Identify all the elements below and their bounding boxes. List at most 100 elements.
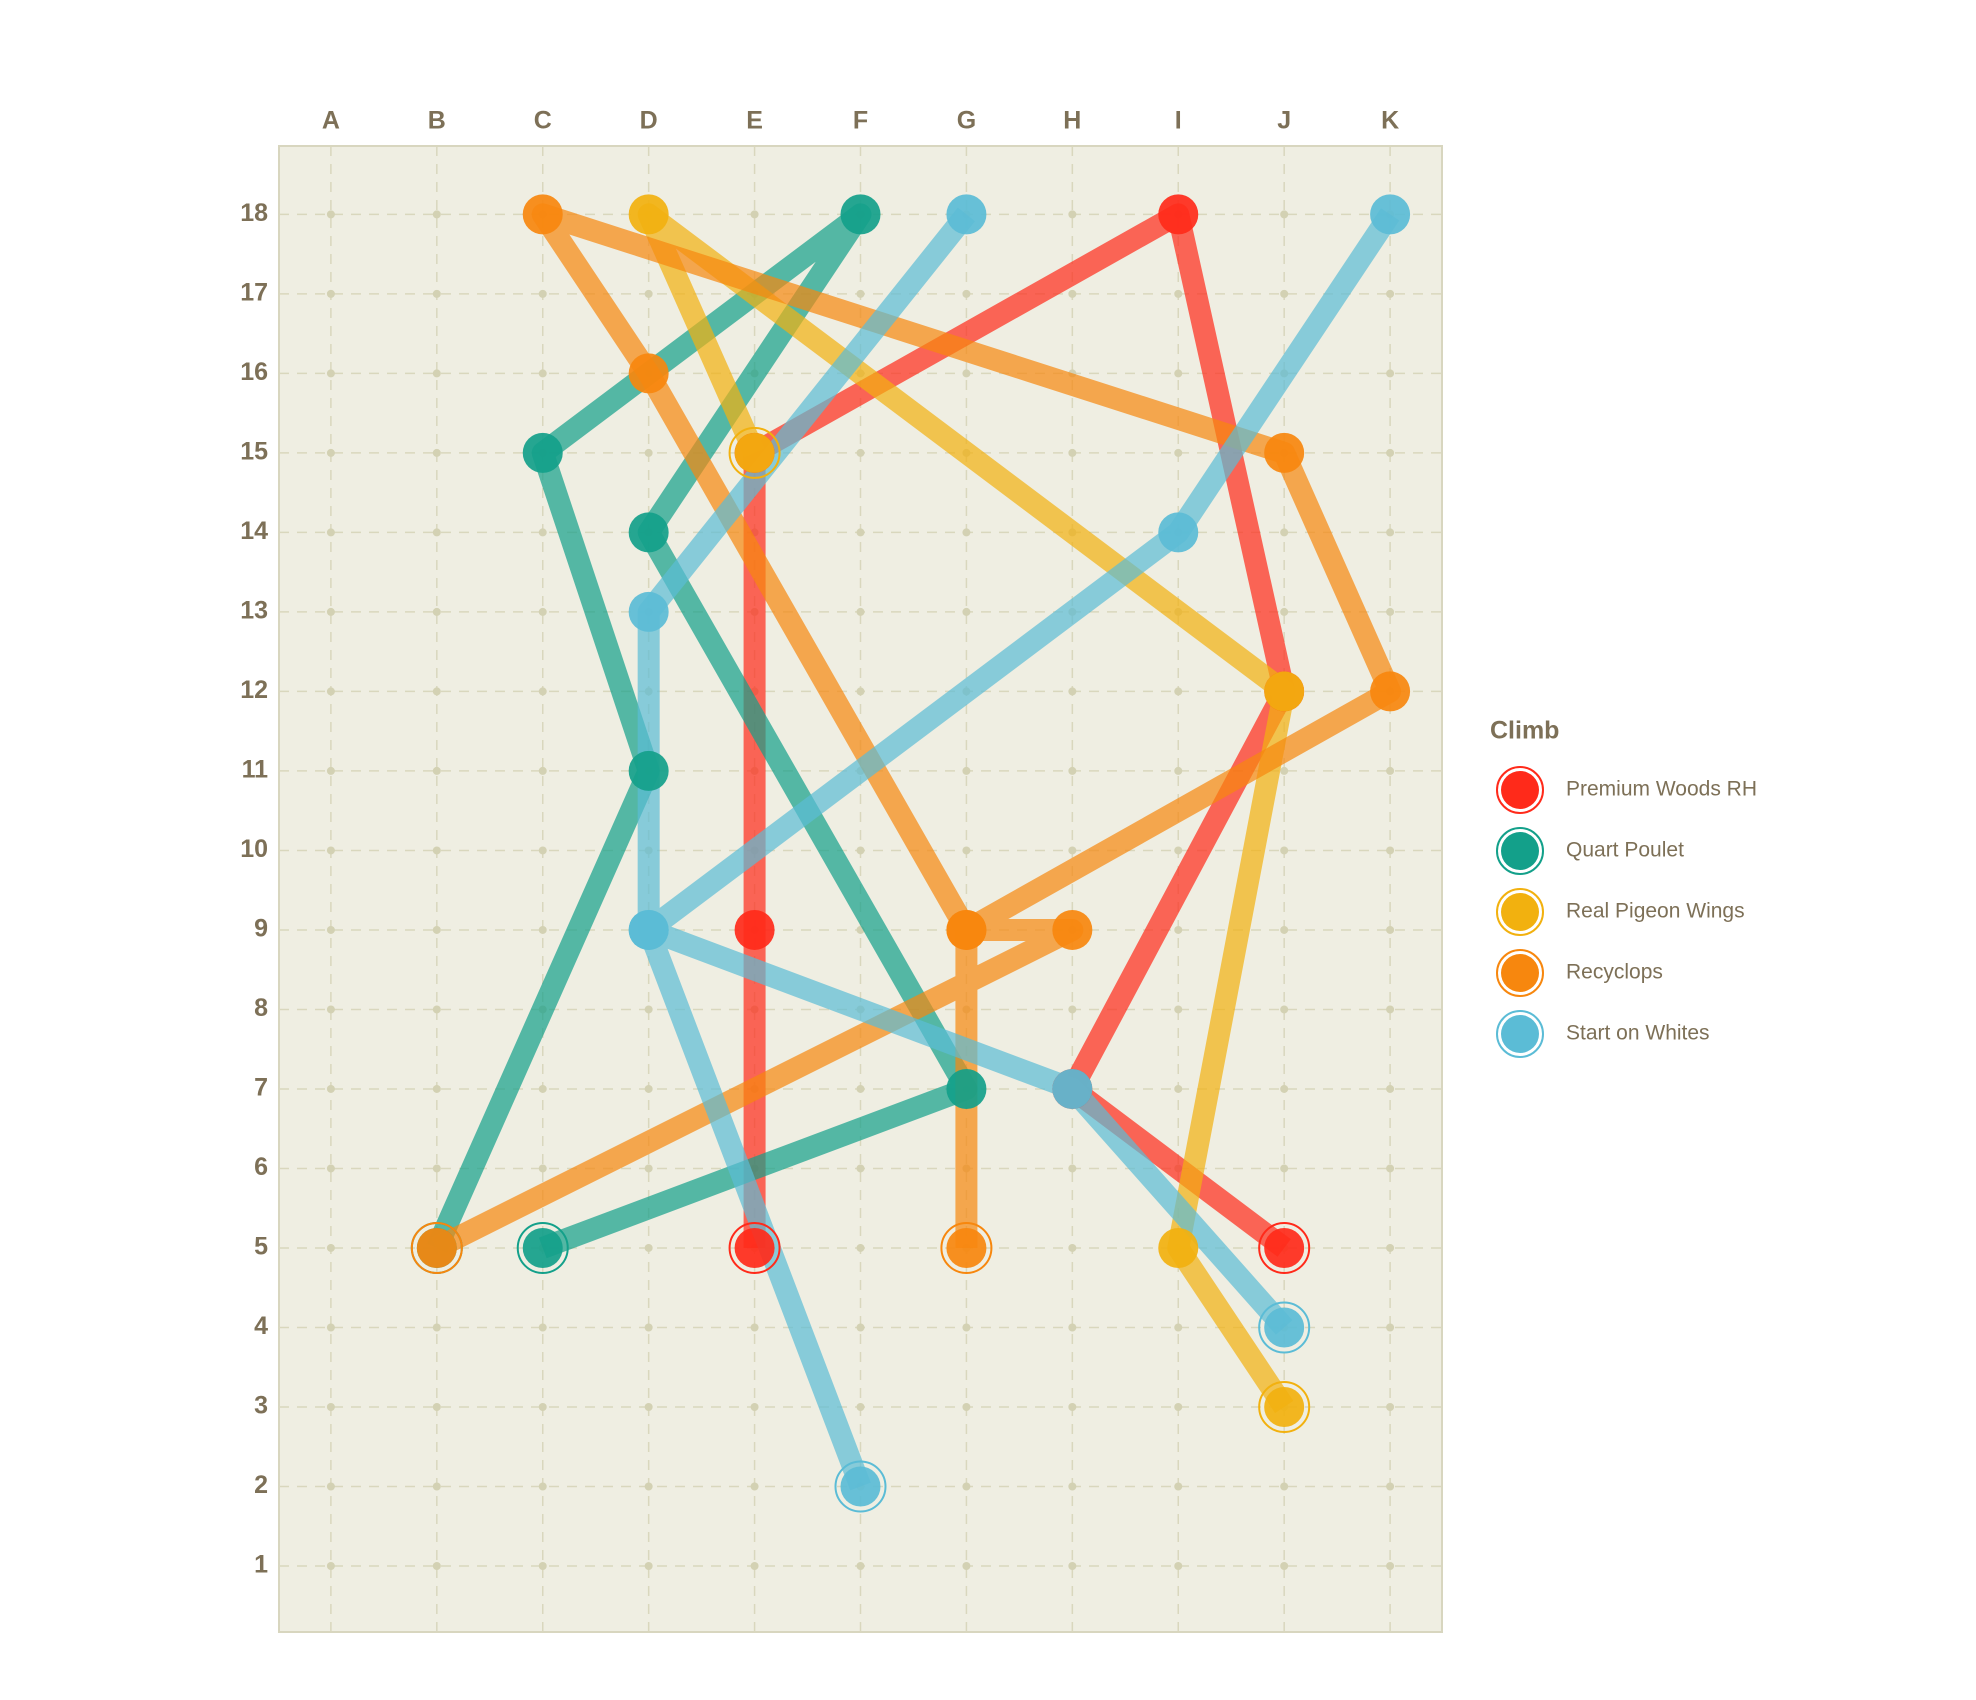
x-tick-label: E [746,107,763,135]
legend-ring [1496,827,1544,875]
grid-dot [432,607,441,616]
hold [628,353,669,394]
hold [840,194,881,235]
grid-dot [856,1084,865,1093]
legend-ring [1496,949,1544,997]
y-tick-label: 1 [254,1551,268,1579]
grid-dot [750,1562,759,1571]
hold [416,1227,457,1268]
grid-dot [1280,846,1289,855]
grid-dot [1068,1562,1077,1571]
hold-ring [940,1221,993,1274]
grid-dot [1174,766,1183,775]
legend-swatch [1501,832,1539,870]
grid-dot [326,1562,335,1571]
hold [628,512,669,553]
grid-dot [1280,528,1289,537]
grid-dot [538,1323,547,1332]
y-tick-label: 15 [240,438,268,466]
grid-dot [538,369,547,378]
grid-dot [1280,1084,1289,1093]
grid-dot [432,1482,441,1491]
grid-dot [1386,766,1395,775]
grid-dot [326,1005,335,1014]
grid-dot [1068,1402,1077,1411]
x-tick-label: F [853,107,868,135]
grid-dot [644,1323,653,1332]
grid-dot [1174,369,1183,378]
y-tick-label: 2 [254,1471,268,1499]
x-tick-label: J [1277,107,1291,135]
hold [946,1068,987,1109]
y-tick-label: 3 [254,1392,268,1420]
legend-swatch [1501,893,1539,931]
grid-dot [1068,448,1077,457]
hold [1052,909,1093,950]
grid-dot [432,1164,441,1173]
grid-dot [1280,1164,1289,1173]
grid-dot [644,1402,653,1411]
grid-dot [856,528,865,537]
grid-dot [538,1084,547,1093]
grid-dot [750,1402,759,1411]
grid-dot [432,1005,441,1014]
grid-dot [1386,289,1395,298]
y-tick-label: 6 [254,1153,268,1181]
grid-dot [1280,1482,1289,1491]
grid-dot [962,1562,971,1571]
grid-dot [962,607,971,616]
grid-dot [326,1402,335,1411]
hold [840,1466,881,1507]
grid-dot [1280,766,1289,775]
grid-dot [326,1164,335,1173]
grid-dot [1386,1323,1395,1332]
y-tick-label: 10 [240,835,268,863]
hold [628,194,669,235]
grid-dot [432,846,441,855]
hold-ring [516,1221,569,1274]
grid-dot [538,528,547,537]
grid-dot [1386,1164,1395,1173]
grid-dot [856,1243,865,1252]
x-tick-label: A [322,107,340,135]
grid-dot [856,289,865,298]
grid-dot [1280,607,1289,616]
grid-dot [538,687,547,696]
hold-ring [1258,1301,1311,1354]
grid-dot [1174,687,1183,696]
grid-dot [538,846,547,855]
hold [1264,1227,1305,1268]
grid-dot [856,1402,865,1411]
grid-dot [750,1323,759,1332]
grid-dot [326,369,335,378]
grid-dot [1386,528,1395,537]
grid-dot [644,1482,653,1491]
grid-dot [1068,1243,1077,1252]
grid-dot [326,1323,335,1332]
grid-dot [538,1164,547,1173]
legend-swatch [1501,1015,1539,1053]
hold [1158,512,1199,553]
grid-dot [1068,687,1077,696]
hold-ring [834,1460,887,1513]
grid-dot [856,1164,865,1173]
grid-dot [1068,1323,1077,1332]
grid-dot [1068,846,1077,855]
grid-dot [1386,369,1395,378]
grid-dot [1280,1562,1289,1571]
hold [734,909,775,950]
y-tick-label: 4 [254,1312,268,1340]
grid-dot [432,687,441,696]
grid-dot [538,1482,547,1491]
grid-dot [644,448,653,457]
grid-dot [644,289,653,298]
hold-ring [1258,1380,1311,1433]
grid-dot [1174,1402,1183,1411]
grid-dot [962,1323,971,1332]
grid-dot [1386,1243,1395,1252]
grid-dot [1068,766,1077,775]
grid-dot [326,687,335,696]
grid-dot [856,687,865,696]
grid-dot [962,528,971,537]
hold [1264,432,1305,473]
